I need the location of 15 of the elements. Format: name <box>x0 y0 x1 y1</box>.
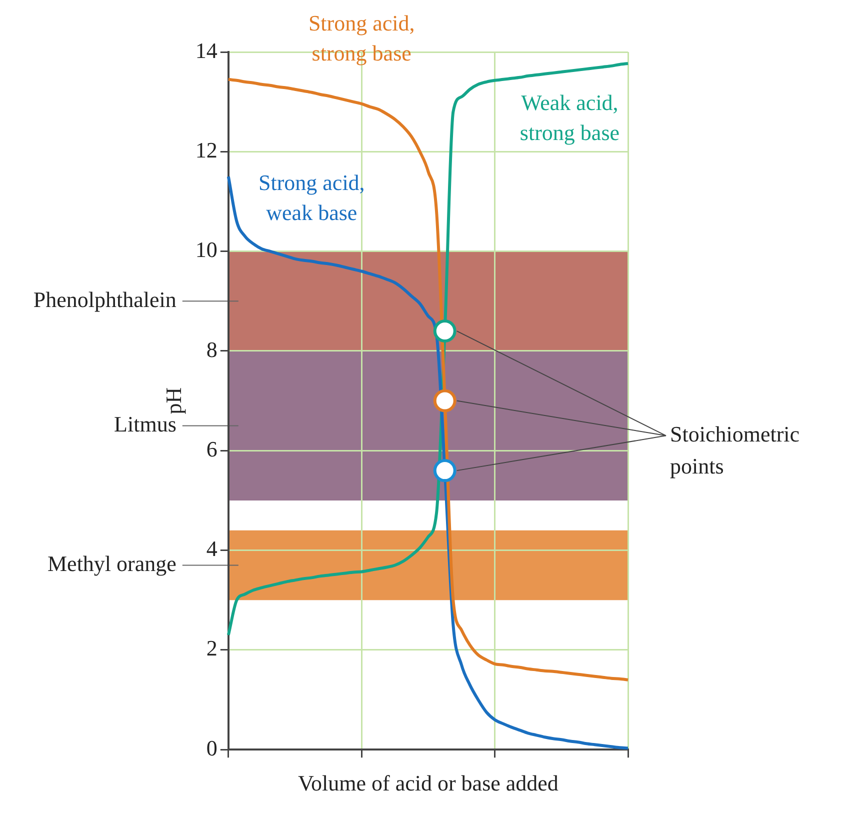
y-tick-label: 14 <box>195 38 218 63</box>
y-tick-label: 10 <box>195 237 218 262</box>
band-label: Methyl orange <box>47 551 176 576</box>
y-tick-label: 4 <box>206 536 218 562</box>
band-label: Phenolphthalein <box>33 286 176 312</box>
y-tick-label: 12 <box>195 137 218 162</box>
series-label: Strong acid, weak base <box>258 170 365 225</box>
y-tick-label: 8 <box>206 336 218 362</box>
y-tick-label: 6 <box>206 436 218 462</box>
y-tick-label: 2 <box>206 636 218 661</box>
series-label: Weak acid, strong base <box>520 90 620 146</box>
text: Stoichiometric points <box>670 421 800 478</box>
x-axis-title: Volume of acid or base added <box>298 770 558 796</box>
series-label: Strong acid, strong base <box>308 10 415 66</box>
y-tick-label: 0 <box>206 735 218 760</box>
